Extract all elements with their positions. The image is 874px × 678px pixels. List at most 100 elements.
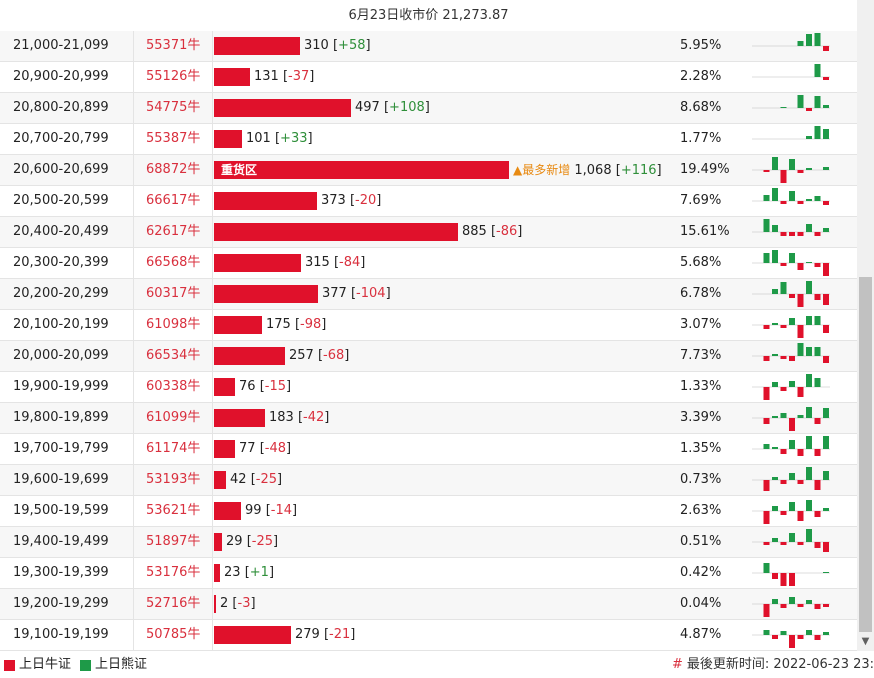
sparkline-bar xyxy=(763,630,770,635)
scrollbar-thumb[interactable] xyxy=(859,277,872,632)
sparkline-bar xyxy=(814,263,821,267)
bull-amount: 51897牛 xyxy=(146,534,201,549)
count-change: +116 xyxy=(620,163,657,178)
table-row: 20,500-20,599 66617牛 373 [-20] 7.69% xyxy=(0,186,857,217)
sparkline-bar xyxy=(763,444,770,449)
history-sparkline xyxy=(752,64,830,80)
table-row: 20,800-20,899 54775牛 497 [+108] 8.68% xyxy=(0,93,857,124)
percentage: 15.61% xyxy=(680,224,730,239)
sparkline-bar xyxy=(797,263,804,270)
sparkline-bar xyxy=(780,107,787,108)
count-change: -25 xyxy=(251,534,273,549)
sparkline-bar xyxy=(823,356,829,363)
count-label: 131 [-37] xyxy=(254,69,315,84)
sparkline-bar xyxy=(772,225,778,232)
sparkline-bar xyxy=(814,480,821,490)
table-row: 20,900-20,999 55126牛 131 [-37] 2.28% xyxy=(0,62,857,93)
bull-amount: 55371牛 xyxy=(146,38,201,53)
count-value: 310 xyxy=(304,38,329,53)
sparkline-bar xyxy=(772,416,778,418)
page-title: 6月23日收市价 21,273.87 xyxy=(348,8,509,23)
history-sparkline xyxy=(752,407,830,431)
price-range: 20,300-20,399 xyxy=(13,255,109,270)
sparkline-bar xyxy=(823,228,829,232)
history-sparkline xyxy=(752,343,830,363)
sparkline-bar xyxy=(797,635,804,639)
sparkline-bar xyxy=(780,201,787,204)
sparkline-bar xyxy=(763,418,770,424)
sparkline-bar xyxy=(780,413,787,418)
count-change: -15 xyxy=(264,379,286,394)
sparkline-bar xyxy=(763,563,770,573)
sparkline-bar xyxy=(806,316,812,325)
sparkline-bar xyxy=(823,325,829,333)
bull-amount: 61099牛 xyxy=(146,410,201,425)
bull-amount: 61098牛 xyxy=(146,317,201,332)
percentage: 2.63% xyxy=(680,503,722,518)
count-change: -37 xyxy=(288,69,310,84)
most-added-tag: ▲最多新增 xyxy=(513,163,571,177)
history-sparkline xyxy=(752,126,830,140)
sparkline-bar xyxy=(814,232,821,236)
history-sparkline xyxy=(752,250,830,276)
legend-bear: 上日熊证 xyxy=(80,652,147,678)
bull-amount: 66617牛 xyxy=(146,193,201,208)
sparkline-bar xyxy=(772,188,778,201)
sparkline-bar xyxy=(814,196,821,201)
count-bar xyxy=(214,378,235,396)
sparkline-bar xyxy=(780,282,787,294)
count-bar xyxy=(214,254,301,272)
count-change: -25 xyxy=(255,472,277,487)
percentage: 8.68% xyxy=(680,100,722,115)
price-range: 19,800-19,899 xyxy=(13,410,109,425)
percentage: 7.73% xyxy=(680,348,722,363)
history-sparkline xyxy=(752,33,830,51)
bull-amount: 62617牛 xyxy=(146,224,201,239)
count-change: -14 xyxy=(270,503,292,518)
count-change: -48 xyxy=(264,441,286,456)
table-row: 19,900-19,999 60338牛 76 [-15] 1.33% xyxy=(0,372,857,403)
count-bar xyxy=(214,533,222,551)
count-label: 497 [+108] xyxy=(355,100,430,115)
sparkline-bar xyxy=(789,440,795,449)
distribution-table: 21,000-21,099 55371牛 310 [+58] 5.95% 20,900-… xyxy=(0,31,857,651)
sparkline-bar xyxy=(763,325,770,329)
count-bar xyxy=(214,595,216,613)
header: 6月23日收市价 21,273.87 xyxy=(0,0,857,31)
count-bar xyxy=(214,347,285,365)
price-range: 20,700-20,799 xyxy=(13,131,109,146)
history-sparkline xyxy=(752,436,830,456)
sparkline-bar xyxy=(763,480,770,491)
table-row: 19,300-19,399 53176牛 23 [+1] 0.42% xyxy=(0,558,857,589)
count-label: 29 [-25] xyxy=(226,534,279,549)
sparkline-bar xyxy=(763,387,770,400)
count-bar xyxy=(214,285,318,303)
count-value: 497 xyxy=(355,100,380,115)
percentage: 5.68% xyxy=(680,255,722,270)
sparkline-bar xyxy=(780,573,787,586)
scroll-down-arrow-icon[interactable]: ▼ xyxy=(861,636,870,647)
sparkline-bar xyxy=(806,600,812,604)
percentage: 3.07% xyxy=(680,317,722,332)
sparkline-bar xyxy=(789,253,795,263)
sparkline-bar xyxy=(763,511,770,524)
sparkline-bar xyxy=(789,473,795,480)
count-label: 23 [+1] xyxy=(224,565,275,580)
sparkline-bar xyxy=(797,415,804,418)
price-range: 19,500-19,599 xyxy=(13,503,109,518)
sparkline-bar xyxy=(814,542,821,548)
price-range: 20,900-20,999 xyxy=(13,69,109,84)
last-updated-text: 最後更新时间: 2022-06-23 23:09 xyxy=(686,657,874,672)
price-range: 19,600-19,699 xyxy=(13,472,109,487)
price-range: 20,200-20,299 xyxy=(13,286,109,301)
legend-bull: 上日牛证 xyxy=(4,652,71,678)
bull-amount: 66534牛 xyxy=(146,348,201,363)
sparkline-bar xyxy=(806,407,812,418)
sparkline-bar xyxy=(814,347,821,356)
count-label: ▲最多新增 1,068 [+116] xyxy=(513,163,662,178)
count-bar xyxy=(214,440,235,458)
price-range: 19,300-19,399 xyxy=(13,565,109,580)
sparkline-bar xyxy=(806,467,812,480)
count-change: -104 xyxy=(356,286,386,301)
count-label: 315 [-84] xyxy=(305,255,366,270)
